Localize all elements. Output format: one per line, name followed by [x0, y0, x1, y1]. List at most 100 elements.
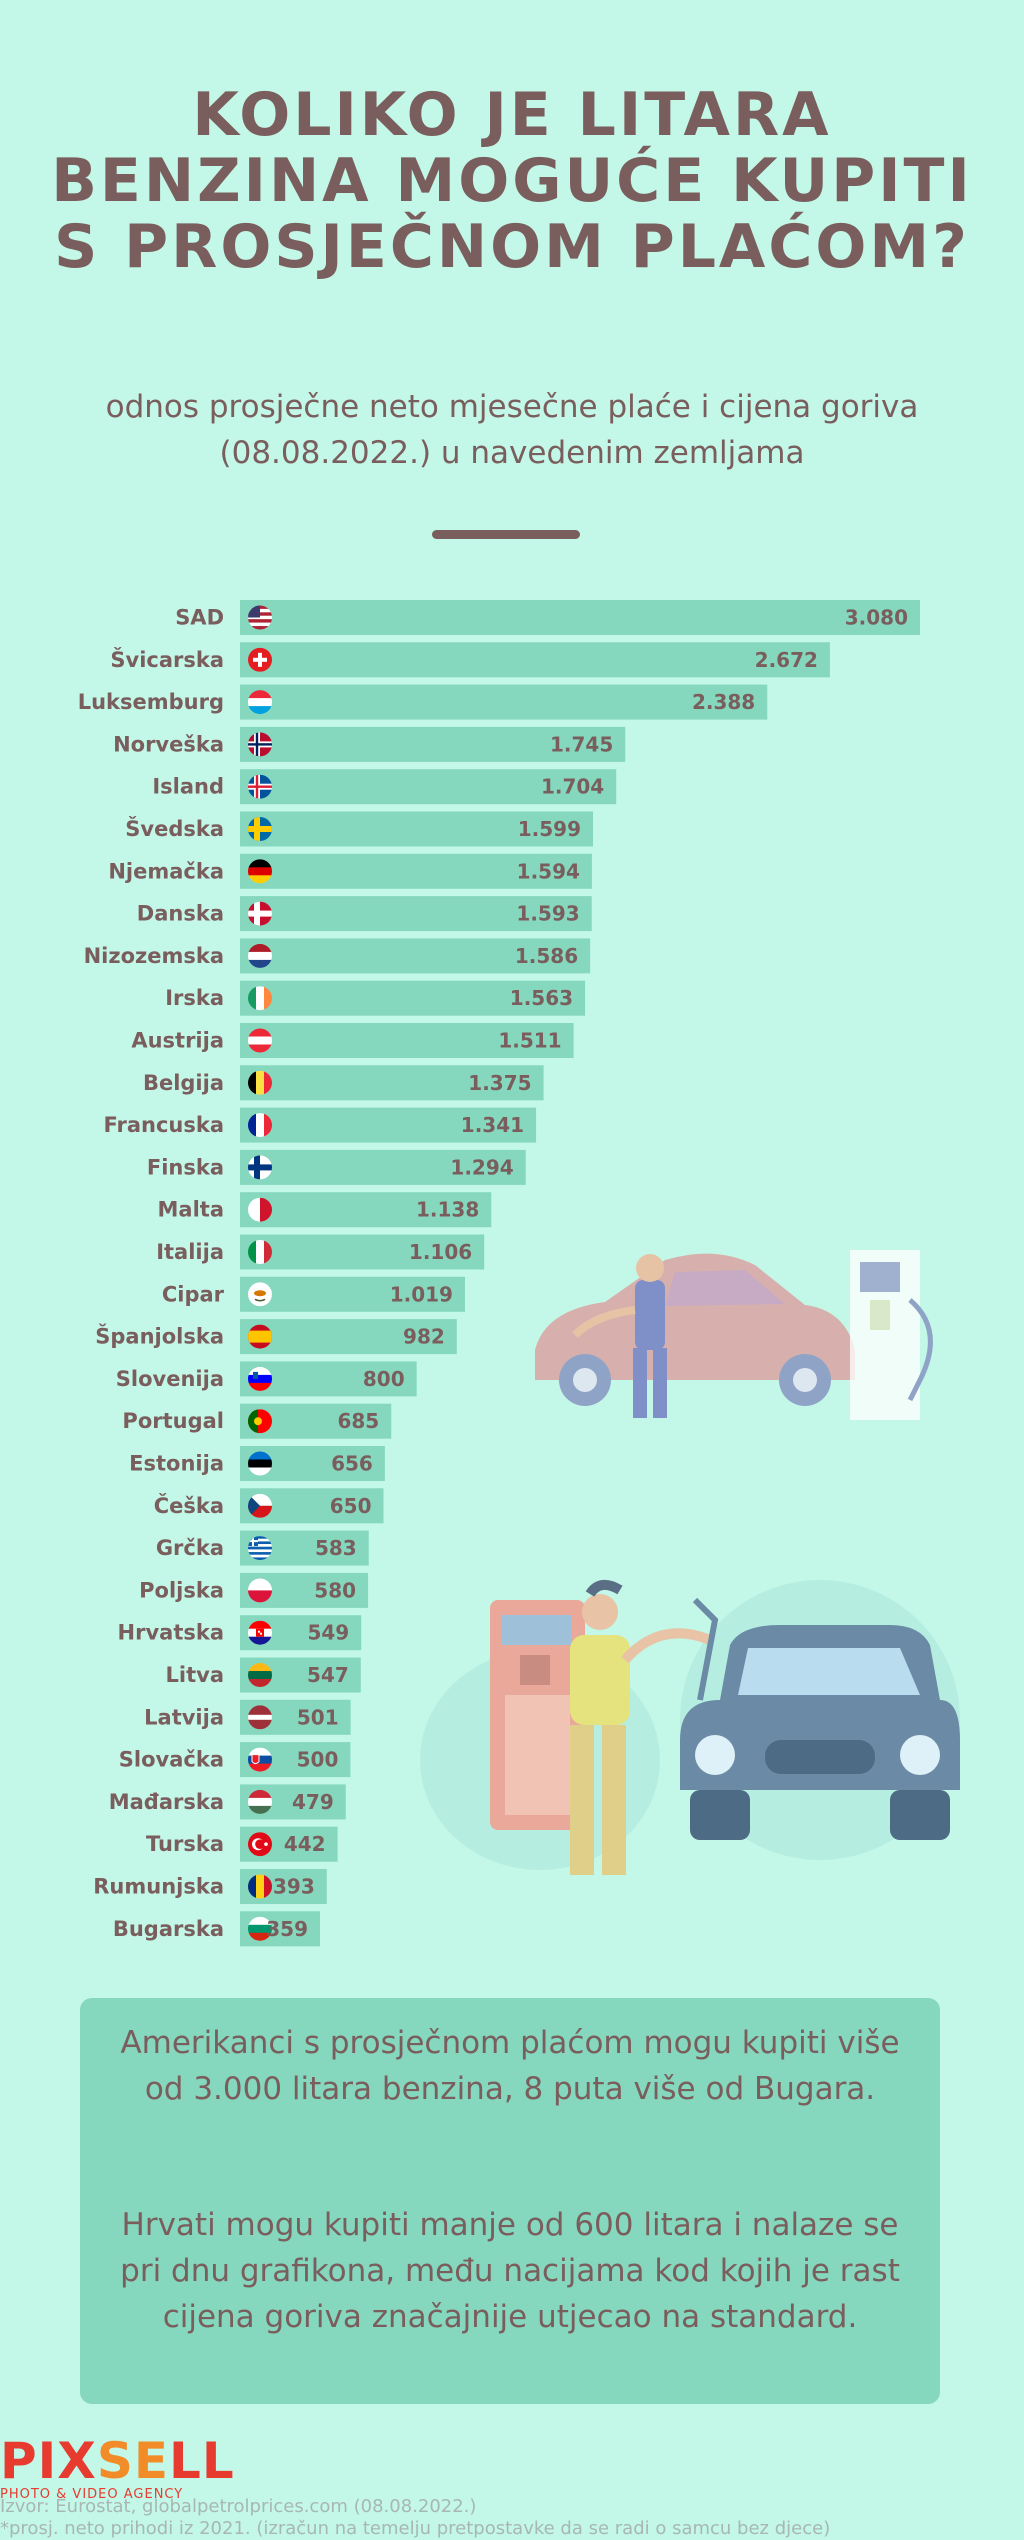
value-label: 1.375 — [468, 1071, 531, 1095]
summary-paragraph-2: Hrvati mogu kupiti manje od 600 litara i… — [120, 2207, 900, 2335]
hu-flag-part — [248, 1805, 272, 1814]
country-label: Malta — [158, 1198, 224, 1222]
bar — [240, 853, 592, 889]
lu-flag — [248, 690, 272, 715]
bar — [240, 1192, 492, 1228]
country-label: Švedska — [125, 816, 224, 841]
value-label: 479 — [292, 1790, 334, 1814]
country-label: Slovačka — [119, 1748, 224, 1772]
chart-row: Cipar 1.019 — [162, 1276, 465, 1312]
cz-flag — [248, 1493, 272, 1518]
value-label: 3.080 — [845, 606, 908, 630]
chart-row: Island 1.704 — [152, 769, 617, 805]
chart-row: Malta 1.138 — [158, 1192, 492, 1228]
de-flag-part — [248, 875, 272, 884]
hu-flag-part — [248, 1797, 272, 1807]
value-label: 656 — [331, 1452, 373, 1476]
cy-flag — [248, 1282, 272, 1307]
country-label: Luksemburg — [78, 690, 224, 714]
bg-flag — [248, 1916, 272, 1941]
mt-flag-part — [260, 1197, 272, 1222]
country-label: Finska — [147, 1155, 224, 1179]
hr-flag-part — [248, 1636, 272, 1645]
no-flag-part — [248, 743, 272, 746]
at-flag-part — [248, 1036, 272, 1045]
country-label: Nizozemska — [84, 944, 224, 968]
chart-row: Njemačka 1.594 — [108, 853, 592, 889]
ee-flag-part — [248, 1451, 272, 1460]
country-label: Francuska — [103, 1113, 224, 1137]
gr-flag-part — [248, 1538, 272, 1542]
nl-flag-part — [248, 959, 272, 968]
ie-flag-part — [248, 986, 257, 1011]
fi-flag-part — [248, 1164, 272, 1171]
cz-flag-triangle — [248, 1493, 260, 1518]
bar — [240, 1234, 485, 1270]
se-flag — [248, 817, 272, 841]
value-label: 1.599 — [518, 817, 581, 841]
country-label: Estonija — [129, 1452, 224, 1476]
summary-box: Amerikanci s prosječnom plaćom mogu kupi… — [80, 1998, 940, 2404]
chart-row: Bugarska 359 — [113, 1911, 320, 1947]
value-label: 583 — [315, 1536, 357, 1560]
de-flag-part — [248, 867, 272, 876]
cy-flag-branch — [254, 1298, 266, 1302]
bar-chart: SAD 3.080 Švicarska 2.672 Luksemburg 2.388 Nor… — [78, 600, 920, 1947]
gr-flag-part — [248, 1557, 272, 1561]
se-flag-part — [248, 826, 272, 832]
country-label: Poljska — [139, 1578, 224, 1602]
value-label: 501 — [297, 1705, 339, 1729]
divider — [432, 530, 580, 539]
bg-flag-part — [248, 1924, 272, 1934]
country-label: Češka — [154, 1493, 224, 1518]
us-flag — [248, 605, 272, 630]
nl-flag-part — [248, 951, 272, 961]
logo-text-part-1: PIX — [0, 2432, 97, 2490]
country-label: Latvija — [144, 1705, 224, 1729]
value-label: 2.388 — [692, 690, 755, 714]
country-label: Turska — [146, 1832, 224, 1856]
chart-row: Nizozemska 1.586 — [84, 938, 591, 974]
gr-flag-part — [248, 1554, 272, 1558]
refueling-car-illustration — [420, 1579, 960, 1875]
gr-flag-part — [248, 1546, 272, 1550]
si-flag — [248, 1366, 272, 1391]
ee-flag-part — [248, 1467, 272, 1476]
bar — [240, 1023, 574, 1058]
fr-flag — [248, 1113, 272, 1138]
ch-flag-part — [253, 657, 267, 662]
be-flag-part — [264, 1070, 272, 1095]
hu-flag-part — [248, 1789, 272, 1799]
lu-flag-part — [248, 690, 272, 699]
chart-row: Finska 1.294 — [147, 1149, 526, 1185]
country-label: Hrvatska — [118, 1621, 224, 1645]
value-label: 500 — [297, 1748, 339, 1772]
value-label: 1.511 — [498, 1029, 561, 1053]
at-flag — [248, 1028, 272, 1053]
country-label: Rumunjska — [93, 1875, 224, 1899]
value-label: 982 — [403, 1325, 445, 1349]
page-subtitle: odnos prosječne neto mjesečne plaće i ci… — [105, 389, 919, 471]
chart-row: Švicarska 2.672 — [110, 642, 830, 678]
gr-flag — [248, 1536, 272, 1561]
nl-flag — [248, 943, 272, 968]
lu-flag-part — [248, 698, 272, 707]
footnote-line: *prosj. neto prihodi iz 2021. (izračun n… — [0, 2518, 831, 2539]
ie-flag — [248, 986, 272, 1011]
it-flag-part — [256, 1240, 265, 1264]
chart-row: Portugal 685 — [122, 1403, 392, 1439]
lv-flag-part — [248, 1714, 272, 1720]
si-flag-part — [253, 1371, 258, 1379]
tr-flag-crescent-inner — [255, 1839, 265, 1849]
sk-flag-part — [248, 1755, 272, 1765]
bar — [240, 769, 617, 805]
us-flag-part — [248, 626, 272, 630]
country-label: Portugal — [122, 1409, 224, 1433]
fi-flag — [248, 1155, 272, 1180]
gr-flag-part — [248, 1540, 258, 1543]
pixsell-logo: PIXSELL PHOTO & VIDEO AGENCY — [0, 2434, 240, 2502]
country-label: Slovenija — [116, 1367, 224, 1391]
country-label: Belgija — [143, 1071, 224, 1095]
value-label: 1.019 — [390, 1282, 453, 1306]
pl-flag-part — [248, 1578, 272, 1591]
